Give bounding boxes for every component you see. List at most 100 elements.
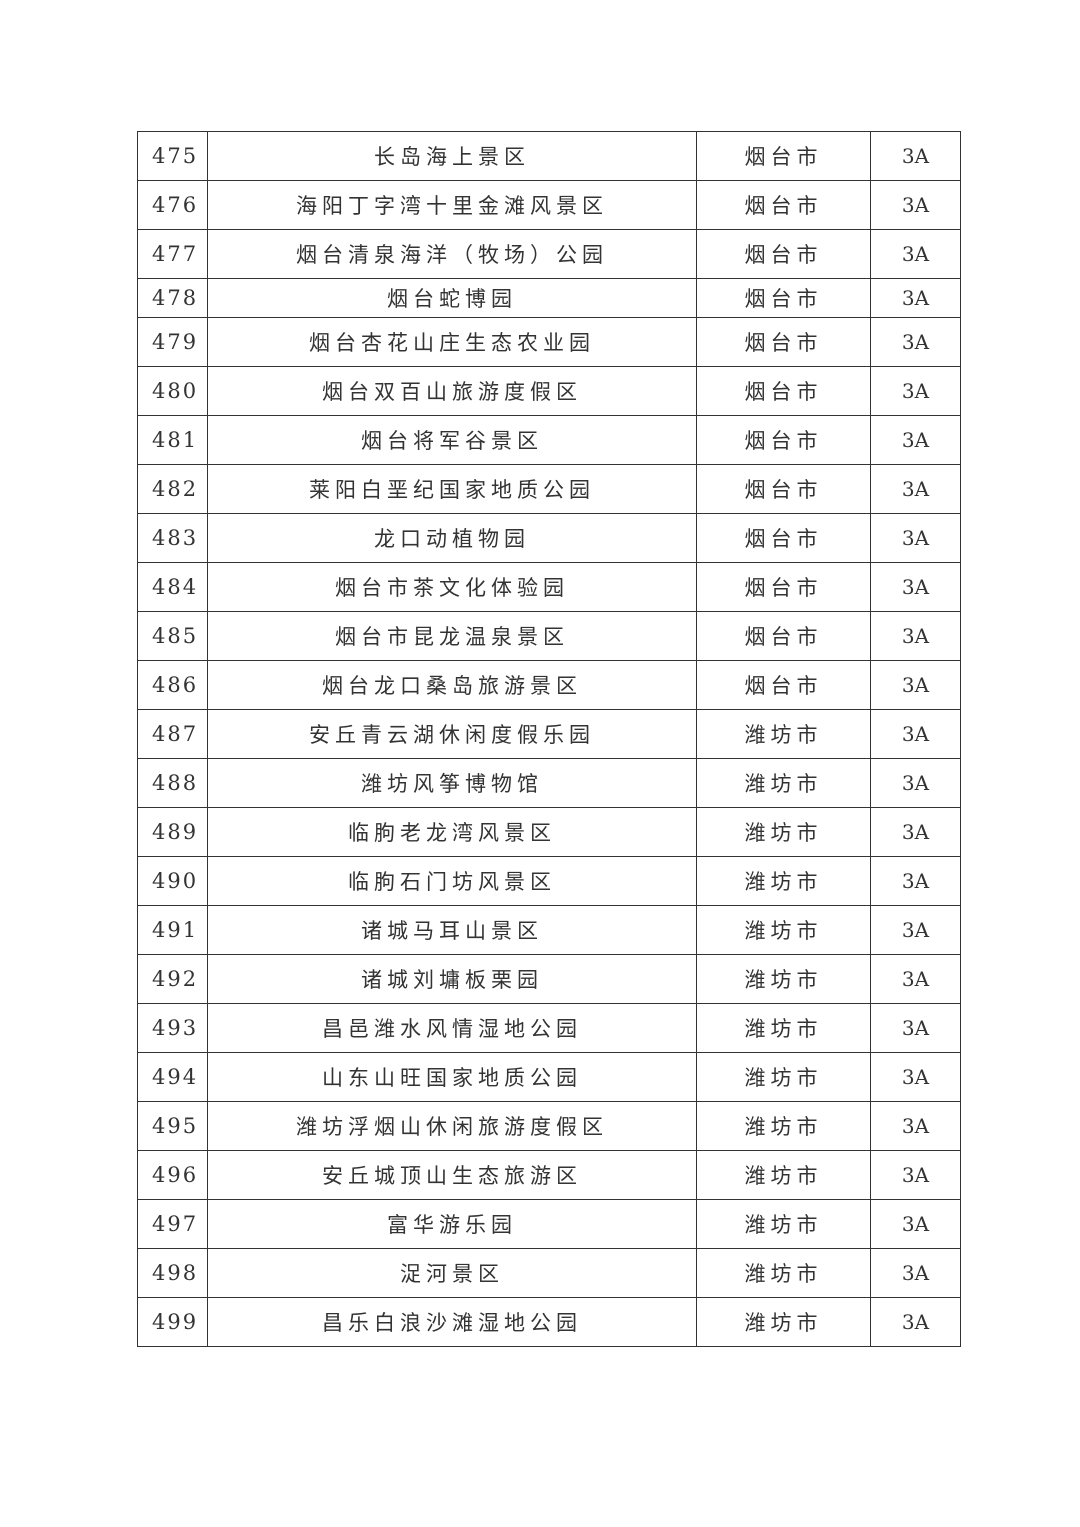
spot-name-cell: 烟台市昆龙温泉景区: [207, 611, 697, 661]
row-number-cell: 497: [137, 1199, 208, 1249]
table-row: 478 烟台蛇博园 烟台市 3A: [137, 278, 961, 318]
spot-name-cell: 昌邑潍水风情湿地公园: [207, 1003, 697, 1053]
row-number-cell: 484: [137, 562, 208, 612]
grade-cell: 3A: [870, 709, 961, 759]
spot-name-cell: 烟台蛇博园: [207, 278, 697, 318]
city-cell: 潍坊市: [696, 709, 871, 759]
city-cell: 潍坊市: [696, 1297, 871, 1347]
city-cell: 潍坊市: [696, 1003, 871, 1053]
row-number-cell: 496: [137, 1150, 208, 1200]
spot-name-cell: 安丘城顶山生态旅游区: [207, 1150, 697, 1200]
table-row: 493 昌邑潍水风情湿地公园 潍坊市 3A: [137, 1003, 961, 1053]
spot-name-cell: 临朐老龙湾风景区: [207, 807, 697, 857]
spot-name-cell: 潍坊浮烟山休闲旅游度假区: [207, 1101, 697, 1151]
spot-name-cell: 烟台清泉海洋（牧场）公园: [207, 229, 697, 279]
row-number-cell: 491: [137, 905, 208, 955]
row-number-cell: 494: [137, 1052, 208, 1102]
row-number-cell: 482: [137, 464, 208, 514]
row-number-cell: 486: [137, 660, 208, 710]
city-cell: 烟台市: [696, 180, 871, 230]
city-cell: 烟台市: [696, 229, 871, 279]
table-body: 475 长岛海上景区 烟台市 3A 476 海阳丁字湾十里金滩风景区 烟台市 3A 477 烟台清…: [137, 131, 961, 1347]
grade-cell: 3A: [870, 229, 961, 279]
spot-name-cell: 安丘青云湖休闲度假乐园: [207, 709, 697, 759]
city-cell: 潍坊市: [696, 1199, 871, 1249]
row-number-cell: 477: [137, 229, 208, 279]
table-row: 491 诸城马耳山景区 潍坊市 3A: [137, 905, 961, 955]
spot-name-cell: 临朐石门坊风景区: [207, 856, 697, 906]
scenic-spot-table: 475 长岛海上景区 烟台市 3A 476 海阳丁字湾十里金滩风景区 烟台市 3A 477 烟台清…: [137, 131, 961, 1347]
table-row: 490 临朐石门坊风景区 潍坊市 3A: [137, 856, 961, 906]
grade-cell: 3A: [870, 317, 961, 367]
city-cell: 潍坊市: [696, 905, 871, 955]
table-row: 497 富华游乐园 潍坊市 3A: [137, 1199, 961, 1249]
row-number-cell: 489: [137, 807, 208, 857]
grade-cell: 3A: [870, 513, 961, 563]
grade-cell: 3A: [870, 611, 961, 661]
city-cell: 烟台市: [696, 317, 871, 367]
row-number-cell: 480: [137, 366, 208, 416]
spot-name-cell: 昌乐白浪沙滩湿地公园: [207, 1297, 697, 1347]
city-cell: 烟台市: [696, 660, 871, 710]
grade-cell: 3A: [870, 954, 961, 1004]
table-row: 486 烟台龙口桑岛旅游景区 烟台市 3A: [137, 660, 961, 710]
grade-cell: 3A: [870, 1199, 961, 1249]
grade-cell: 3A: [870, 807, 961, 857]
spot-name-cell: 龙口动植物园: [207, 513, 697, 563]
table-row: 495 潍坊浮烟山休闲旅游度假区 潍坊市 3A: [137, 1101, 961, 1151]
table-row: 482 莱阳白垩纪国家地质公园 烟台市 3A: [137, 464, 961, 514]
row-number-cell: 488: [137, 758, 208, 808]
table-row: 483 龙口动植物园 烟台市 3A: [137, 513, 961, 563]
spot-name-cell: 浞河景区: [207, 1248, 697, 1298]
row-number-cell: 483: [137, 513, 208, 563]
row-number-cell: 493: [137, 1003, 208, 1053]
grade-cell: 3A: [870, 415, 961, 465]
table-row: 487 安丘青云湖休闲度假乐园 潍坊市 3A: [137, 709, 961, 759]
row-number-cell: 476: [137, 180, 208, 230]
grade-cell: 3A: [870, 278, 961, 318]
grade-cell: 3A: [870, 366, 961, 416]
row-number-cell: 499: [137, 1297, 208, 1347]
city-cell: 潍坊市: [696, 954, 871, 1004]
row-number-cell: 479: [137, 317, 208, 367]
city-cell: 烟台市: [696, 366, 871, 416]
spot-name-cell: 烟台市茶文化体验园: [207, 562, 697, 612]
grade-cell: 3A: [870, 1248, 961, 1298]
grade-cell: 3A: [870, 856, 961, 906]
spot-name-cell: 海阳丁字湾十里金滩风景区: [207, 180, 697, 230]
grade-cell: 3A: [870, 660, 961, 710]
city-cell: 烟台市: [696, 131, 871, 181]
city-cell: 烟台市: [696, 464, 871, 514]
grade-cell: 3A: [870, 464, 961, 514]
spot-name-cell: 烟台双百山旅游度假区: [207, 366, 697, 416]
city-cell: 潍坊市: [696, 1248, 871, 1298]
grade-cell: 3A: [870, 562, 961, 612]
table-row: 477 烟台清泉海洋（牧场）公园 烟台市 3A: [137, 229, 961, 279]
grade-cell: 3A: [870, 1052, 961, 1102]
row-number-cell: 485: [137, 611, 208, 661]
table-row: 479 烟台杏花山庄生态农业园 烟台市 3A: [137, 317, 961, 367]
row-number-cell: 495: [137, 1101, 208, 1151]
row-number-cell: 475: [137, 131, 208, 181]
row-number-cell: 498: [137, 1248, 208, 1298]
spot-name-cell: 烟台龙口桑岛旅游景区: [207, 660, 697, 710]
table-row: 488 潍坊风筝博物馆 潍坊市 3A: [137, 758, 961, 808]
grade-cell: 3A: [870, 758, 961, 808]
table-row: 492 诸城刘墉板栗园 潍坊市 3A: [137, 954, 961, 1004]
city-cell: 烟台市: [696, 278, 871, 318]
row-number-cell: 478: [137, 278, 208, 318]
table-row: 476 海阳丁字湾十里金滩风景区 烟台市 3A: [137, 180, 961, 230]
grade-cell: 3A: [870, 905, 961, 955]
city-cell: 潍坊市: [696, 1052, 871, 1102]
spot-name-cell: 潍坊风筝博物馆: [207, 758, 697, 808]
city-cell: 潍坊市: [696, 807, 871, 857]
spot-name-cell: 富华游乐园: [207, 1199, 697, 1249]
spot-name-cell: 诸城刘墉板栗园: [207, 954, 697, 1004]
city-cell: 潍坊市: [696, 856, 871, 906]
city-cell: 烟台市: [696, 415, 871, 465]
city-cell: 烟台市: [696, 562, 871, 612]
spot-name-cell: 烟台将军谷景区: [207, 415, 697, 465]
row-number-cell: 481: [137, 415, 208, 465]
table-row: 484 烟台市茶文化体验园 烟台市 3A: [137, 562, 961, 612]
row-number-cell: 492: [137, 954, 208, 1004]
